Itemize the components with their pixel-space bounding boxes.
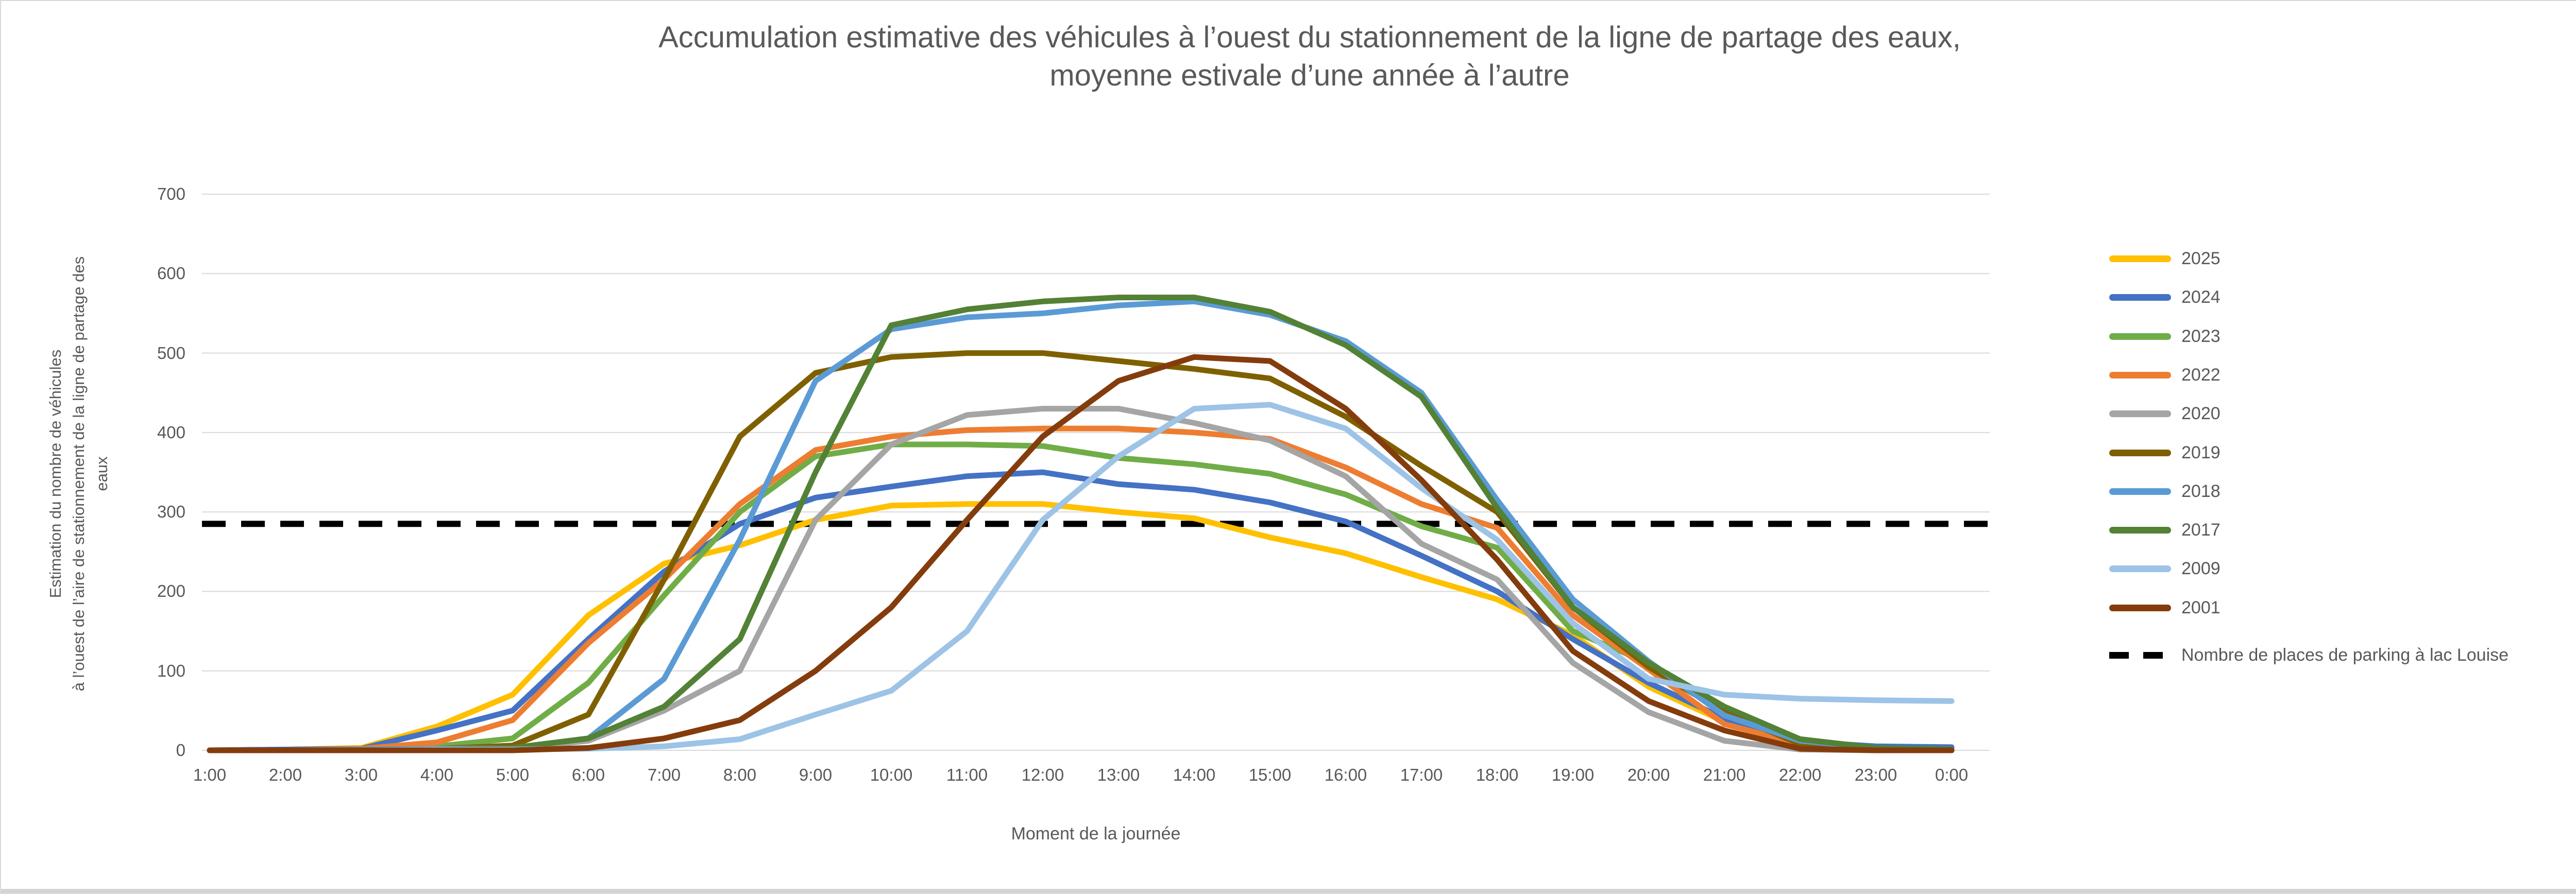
legend-label-2020: 2020 [2181,404,2221,424]
x-tick-label-1500: 15:00 [1248,765,1292,784]
legend-label-2019: 2019 [2181,442,2221,462]
legend-item-2018: 2018 [2109,482,2221,502]
x-tick-label-2000: 20:00 [1627,765,1670,784]
legend-swatch-2022 [2109,371,2171,379]
legend-label-2009: 2009 [2181,559,2221,579]
legend-swatch-2020 [2109,410,2171,418]
legend-swatch-2024 [2109,294,2171,301]
legend-label-2023: 2023 [2181,326,2221,346]
x-tick-label-300: 3:00 [344,765,378,784]
x-tick-label-200: 2:00 [268,765,302,784]
x-tick-label-1900: 19:00 [1551,765,1595,784]
chart-title-line-2: moyenne estivale d’une année à l’autre [1049,59,1570,92]
x-tick-label-800: 8:00 [723,765,757,784]
series-line-2024 [207,469,1955,753]
x-tick-label-100: 1:00 [193,765,227,784]
y-tick-label-0: 0 [176,741,185,760]
x-tick-label-600: 6:00 [571,765,605,784]
y-tick-label-200: 200 [157,581,185,601]
x-tick-label-1300: 13:00 [1097,765,1140,784]
y-tick-label-500: 500 [157,343,185,363]
x-tick-label-1400: 14:00 [1173,765,1216,784]
legend-label-2018: 2018 [2181,481,2221,501]
legend-item-2023: 2023 [2109,326,2221,347]
legend-swatch-2009 [2109,565,2171,573]
legend-item-2017: 2017 [2109,520,2221,540]
legend-swatch-2025 [2109,255,2171,262]
legend-label-2017: 2017 [2181,520,2221,540]
legend-swatch-2018 [2109,488,2171,495]
legend-swatch-2023 [2109,333,2171,340]
legend-label-2025: 2025 [2181,249,2221,268]
series-line-2001 [207,354,1955,753]
x-tick-label-2200: 22:00 [1778,765,1822,784]
x-tick-label-1800: 18:00 [1476,765,1519,784]
legend-label-parking: Nombre de places de parking à lac Louise [2181,645,2509,665]
legend-label-2001: 2001 [2181,597,2221,617]
x-tick-label-2300: 23:00 [1854,765,1897,784]
legend-swatch-2001 [2109,604,2171,611]
legend-item-2019: 2019 [2109,443,2221,463]
x-tick-label-1000: 10:00 [870,765,913,784]
legend-item-2009: 2009 [2109,559,2221,579]
chart-title: Accumulation estimative des véhicules à … [1,19,2576,95]
legend-label-2022: 2022 [2181,365,2221,385]
x-tick-label-1600: 16:00 [1324,765,1367,784]
legend-item-2022: 2022 [2109,365,2221,385]
y-tick-label-400: 400 [157,422,185,442]
legend-item-2001: 2001 [2109,598,2221,618]
x-tick-label-400: 4:00 [420,765,454,784]
x-tick-label-1200: 12:00 [1021,765,1064,784]
legend-item-2020: 2020 [2109,404,2221,424]
x-tick-label-500: 5:00 [496,765,530,784]
series-line-2025 [207,501,1955,753]
y-tick-label-100: 100 [157,661,185,680]
y-tick-label-700: 700 [157,184,185,203]
legend-swatch-2017 [2109,527,2171,534]
legend-swatch-2019 [2109,449,2171,456]
x-tick-label-000: 0:00 [1935,765,1969,784]
legend-item-parking: Nombre de places de parking à lac Louise [2109,645,2509,665]
x-axis-title: Moment de la journée [1011,824,1181,844]
x-tick-label-700: 7:00 [647,765,681,784]
bottom-border-strip [1,889,2576,893]
x-tick-label-1700: 17:00 [1400,765,1443,784]
legend-item-2025: 2025 [2109,249,2221,269]
legend-label-2024: 2024 [2181,287,2221,307]
x-tick-label-900: 9:00 [799,765,833,784]
y-tick-label-300: 300 [157,502,185,522]
x-tick-label-2100: 21:00 [1703,765,1746,784]
legend-swatch-parking [2109,652,2171,659]
series-line-2022 [207,425,1955,753]
legend-item-2024: 2024 [2109,287,2221,307]
x-tick-label-1100: 11:00 [946,765,988,784]
y-tick-label-600: 600 [157,264,185,283]
chart-title-line-1: Accumulation estimative des véhicules à … [658,21,1961,54]
